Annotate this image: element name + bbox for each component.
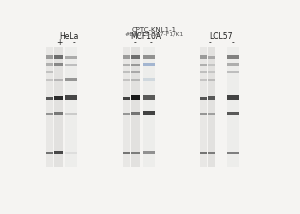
Bar [143, 78, 155, 81]
Bar [65, 95, 77, 100]
Bar [143, 55, 155, 59]
Bar [46, 63, 53, 66]
Bar [200, 64, 207, 66]
Bar [131, 111, 140, 116]
Bar [208, 96, 215, 100]
Bar [46, 152, 53, 154]
Bar [143, 47, 155, 166]
Bar [208, 47, 215, 166]
Bar [65, 113, 77, 116]
Bar [200, 47, 207, 166]
Bar [131, 95, 140, 100]
Bar [123, 113, 130, 116]
Text: -: - [150, 39, 153, 48]
Bar [65, 152, 77, 154]
Text: CPTC-KNL1-1: CPTC-KNL1-1 [131, 27, 176, 33]
Bar [131, 47, 140, 166]
Bar [200, 55, 207, 59]
Text: -: - [231, 39, 234, 48]
Bar [65, 56, 77, 59]
Bar [131, 64, 140, 66]
Text: HeLa: HeLa [59, 32, 79, 41]
Bar [200, 97, 207, 100]
Bar [200, 113, 207, 116]
Bar [131, 152, 140, 154]
Bar [65, 64, 77, 66]
Bar [46, 47, 53, 166]
Bar [227, 63, 238, 66]
Bar [143, 111, 155, 116]
Bar [131, 71, 140, 73]
Bar [46, 55, 53, 59]
Bar [65, 78, 77, 81]
Bar [227, 111, 238, 116]
Bar [208, 64, 215, 66]
Bar [208, 56, 215, 59]
Text: +: + [56, 39, 62, 48]
Text: -: - [72, 39, 75, 48]
Bar [123, 71, 130, 73]
Bar [55, 151, 63, 154]
Bar [208, 152, 215, 154]
Bar [55, 55, 63, 59]
Bar [55, 112, 63, 116]
Bar [227, 55, 238, 59]
Bar [200, 79, 207, 81]
Bar [65, 47, 77, 166]
Bar [131, 79, 140, 81]
Text: #B0015-3A7-F1/K1: #B0015-3A7-F1/K1 [124, 32, 183, 37]
Text: LCL57: LCL57 [209, 32, 233, 41]
Bar [55, 63, 63, 66]
Bar [208, 79, 215, 81]
Bar [143, 151, 155, 154]
Bar [131, 55, 140, 59]
Bar [46, 97, 53, 100]
Bar [143, 63, 155, 66]
Bar [123, 55, 130, 59]
Bar [55, 79, 63, 81]
Bar [227, 152, 238, 154]
Bar [200, 152, 207, 154]
Bar [123, 152, 130, 154]
Bar [227, 95, 238, 100]
Text: -: - [208, 39, 211, 48]
Bar [200, 71, 207, 73]
Bar [227, 47, 238, 166]
Bar [123, 47, 130, 166]
Bar [46, 113, 53, 116]
Bar [227, 71, 238, 73]
Bar [46, 71, 53, 73]
Bar [143, 95, 155, 100]
Bar [123, 79, 130, 81]
Bar [208, 71, 215, 73]
Text: -: - [133, 39, 136, 48]
Bar [46, 79, 53, 81]
Bar [55, 47, 63, 166]
Bar [208, 113, 215, 116]
Bar [55, 95, 63, 100]
Bar [123, 97, 130, 100]
Text: MCF10A: MCF10A [130, 32, 161, 41]
Bar [123, 64, 130, 66]
